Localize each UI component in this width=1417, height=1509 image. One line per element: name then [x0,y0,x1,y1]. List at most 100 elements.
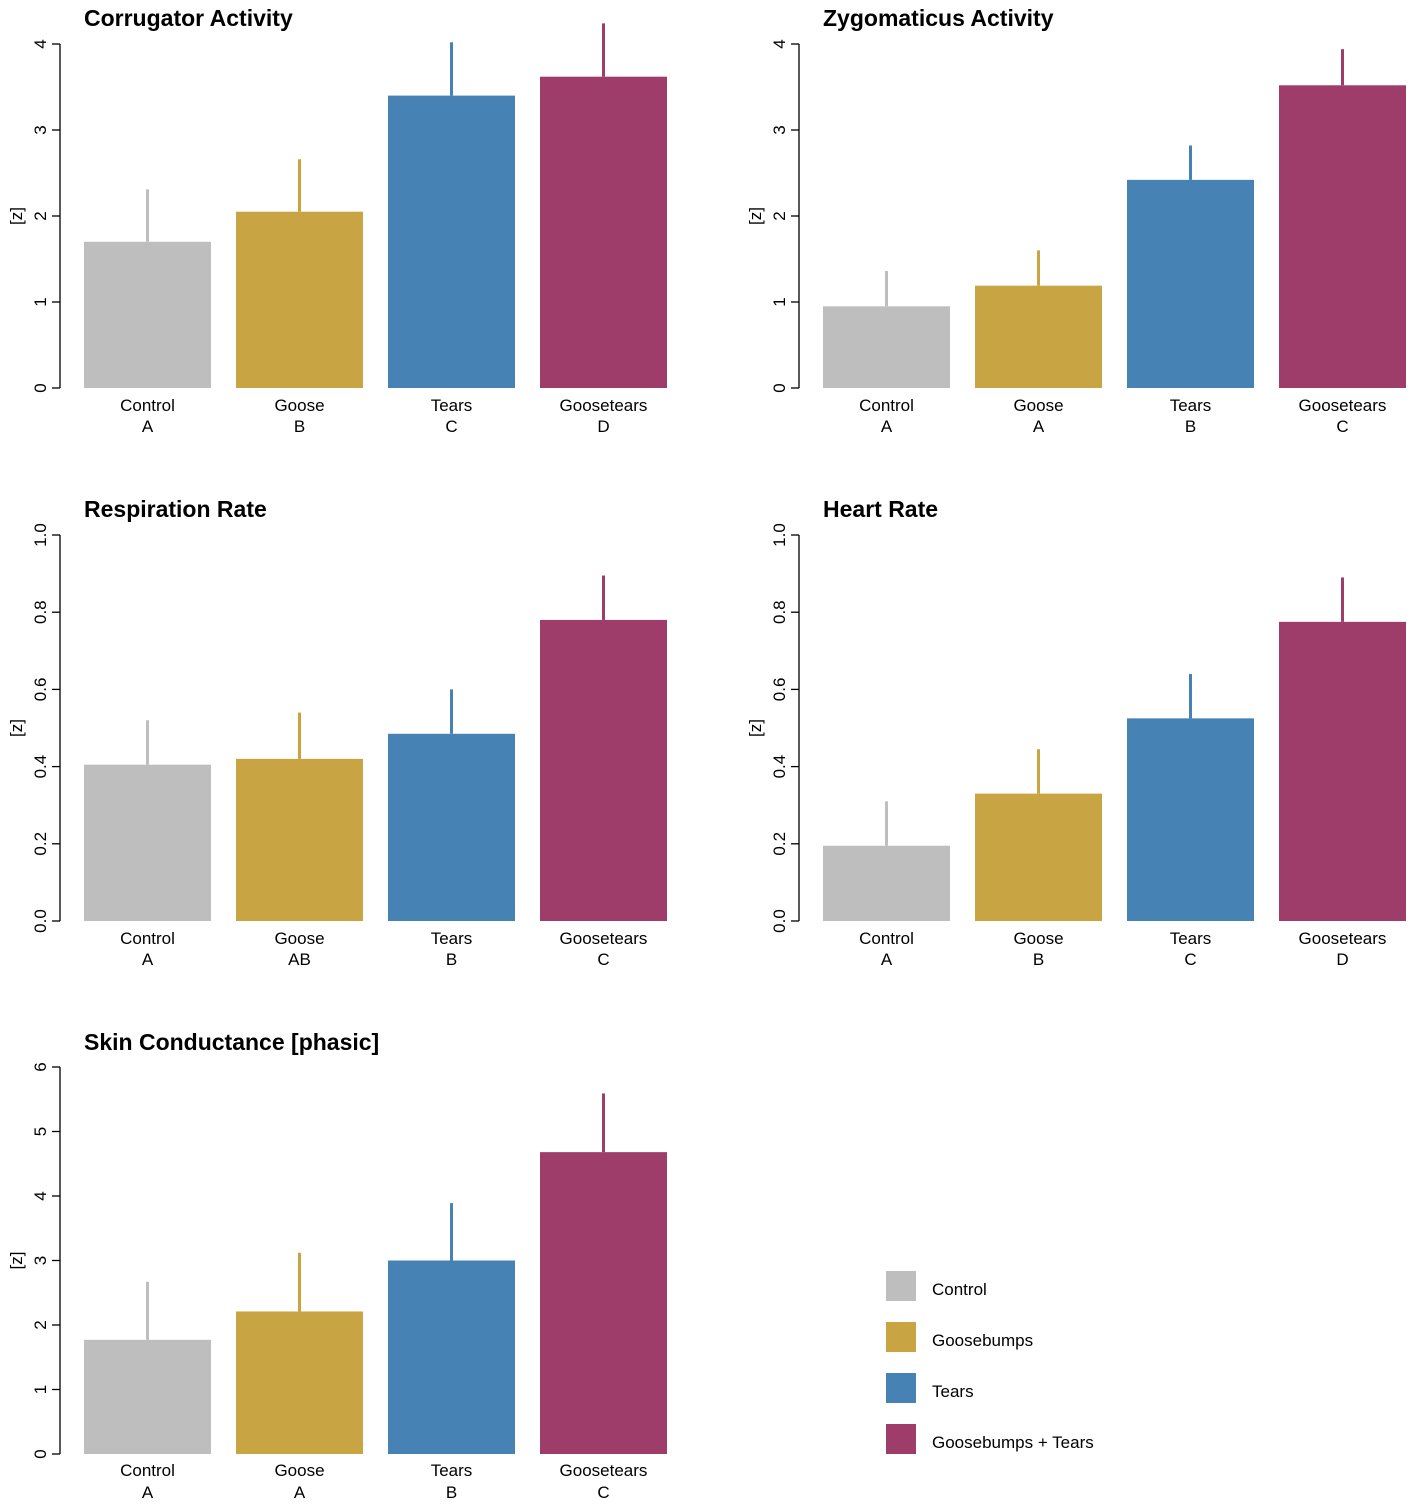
legend-swatch [886,1373,916,1403]
y-axis-label: [z] [7,719,26,737]
bar-tears [388,733,515,921]
corrugator-activity-chart: Corrugator Activity 0 1 2 3 4 [z] Control A Goose… [7,5,667,436]
y-tick-label: 0.0 [770,909,789,933]
group-letter-label: B [446,950,457,969]
bar-tears [1127,718,1254,921]
group-letter-label: C [445,417,457,436]
group-letter-label: B [1033,950,1044,969]
category-label: Tears [431,1461,473,1480]
y-tick-label: 6 [31,1062,50,1071]
y-tick-label: 3 [31,1256,50,1265]
group-letter-label: C [597,1483,609,1502]
heart-rate-chart: Heart Rate 0.0 0.2 0.4 0.6 0.8 1.0 [z] Control A G… [746,496,1406,969]
group-letter-label: C [1336,417,1348,436]
respiration-rate-chart: Respiration Rate 0.0 0.2 0.4 0.6 0.8 1.0 [z] Con… [7,496,667,969]
category-label: Tears [431,929,473,948]
y-axis-label: [z] [746,207,765,225]
category-label: Tears [1170,929,1212,948]
chart-title: Zygomaticus Activity [823,5,1054,31]
zygomaticus-activity-chart: Zygomaticus Activity 0 1 2 3 4 [z] Control A Goos… [746,5,1406,436]
chart-title: Heart Rate [823,496,938,522]
y-tick-label: 1 [31,1385,50,1394]
y-tick-label: 3 [31,125,50,134]
group-letter-label: AB [288,950,311,969]
legend-label: Control [932,1280,987,1299]
bar-control [823,306,950,388]
skin-conductance-phasic-chart: Skin Conductance [phasic] 0 1 2 3 4 5 6 [z] Contr… [7,1029,667,1502]
chart-title: Skin Conductance [phasic] [84,1029,379,1055]
group-letter-label: A [142,417,154,436]
chart-title: Respiration Rate [84,496,267,522]
y-tick-label: 0 [770,383,789,392]
group-letter-label: A [142,950,154,969]
y-tick-label: 0.2 [770,832,789,856]
bar-goosetears [1279,621,1406,921]
y-tick-label: 4 [770,39,789,48]
y-tick-label: 3 [770,125,789,134]
legend-label: Goosebumps [932,1331,1033,1350]
legend: Control Goosebumps Tears Goosebumps + Tears [886,1271,1094,1454]
y-tick-label: 0.6 [31,678,50,702]
y-tick-label: 1.0 [31,523,50,547]
bar-control [84,764,211,921]
group-letter-label: A [1033,417,1045,436]
bar-control [823,845,950,921]
y-tick-label: 1.0 [770,523,789,547]
category-label: Goosetears [1299,929,1387,948]
y-tick-label: 0.0 [31,909,50,933]
y-tick-label: 0.6 [770,678,789,702]
bar-goosetears [540,1152,667,1454]
bar-goosetears [540,619,667,921]
bar-goosetears [540,76,667,389]
group-letter-label: D [1336,950,1348,969]
y-tick-label: 0.8 [770,600,789,624]
group-letter-label: D [597,417,609,436]
y-tick-label: 2 [31,211,50,220]
bar-goosetears [1279,85,1406,388]
legend-item-goosebumps: Goosebumps [886,1322,1033,1352]
category-label: Control [120,929,175,948]
y-tick-label: 0.4 [770,755,789,779]
group-letter-label: C [597,950,609,969]
y-tick-label: 4 [31,1191,50,1200]
legend-label: Tears [932,1382,974,1401]
legend-item-goosebumps-tears: Goosebumps + Tears [886,1424,1094,1454]
y-axis-label: [z] [7,207,26,225]
bar-tears [388,95,515,388]
category-label: Goose [274,396,324,415]
chart-panels: Corrugator Activity 0 1 2 3 4 [z] Control A Goose… [7,5,1406,1502]
y-tick-label: 0.4 [31,755,50,779]
legend-item-tears: Tears [886,1373,974,1403]
category-label: Tears [1170,396,1212,415]
y-tick-label: 4 [31,39,50,48]
y-tick-label: 0 [31,383,50,392]
legend-swatch [886,1424,916,1454]
category-label: Goosetears [560,929,648,948]
category-label: Goose [1013,929,1063,948]
legend-label: Goosebumps + Tears [932,1433,1094,1452]
group-letter-label: B [446,1483,457,1502]
y-tick-label: 0.8 [31,600,50,624]
group-letter-label: C [1184,950,1196,969]
bar-goose [975,793,1102,921]
category-label: Control [120,396,175,415]
bar-control [84,241,211,388]
category-label: Goose [1013,396,1063,415]
group-letter-label: A [881,950,893,969]
bar-goose [236,758,363,921]
bar-goose [236,211,363,388]
y-tick-label: 1 [31,297,50,306]
legend-swatch [886,1322,916,1352]
y-tick-label: 2 [31,1320,50,1329]
group-letter-label: A [294,1483,306,1502]
y-tick-label: 1 [770,297,789,306]
bar-goose [236,1311,363,1454]
legend-item-control: Control [886,1271,987,1301]
group-letter-label: A [881,417,893,436]
y-tick-label: 2 [770,211,789,220]
bar-goose [975,285,1102,388]
category-label: Control [120,1461,175,1480]
y-tick-label: 0.2 [31,832,50,856]
category-label: Goose [274,929,324,948]
